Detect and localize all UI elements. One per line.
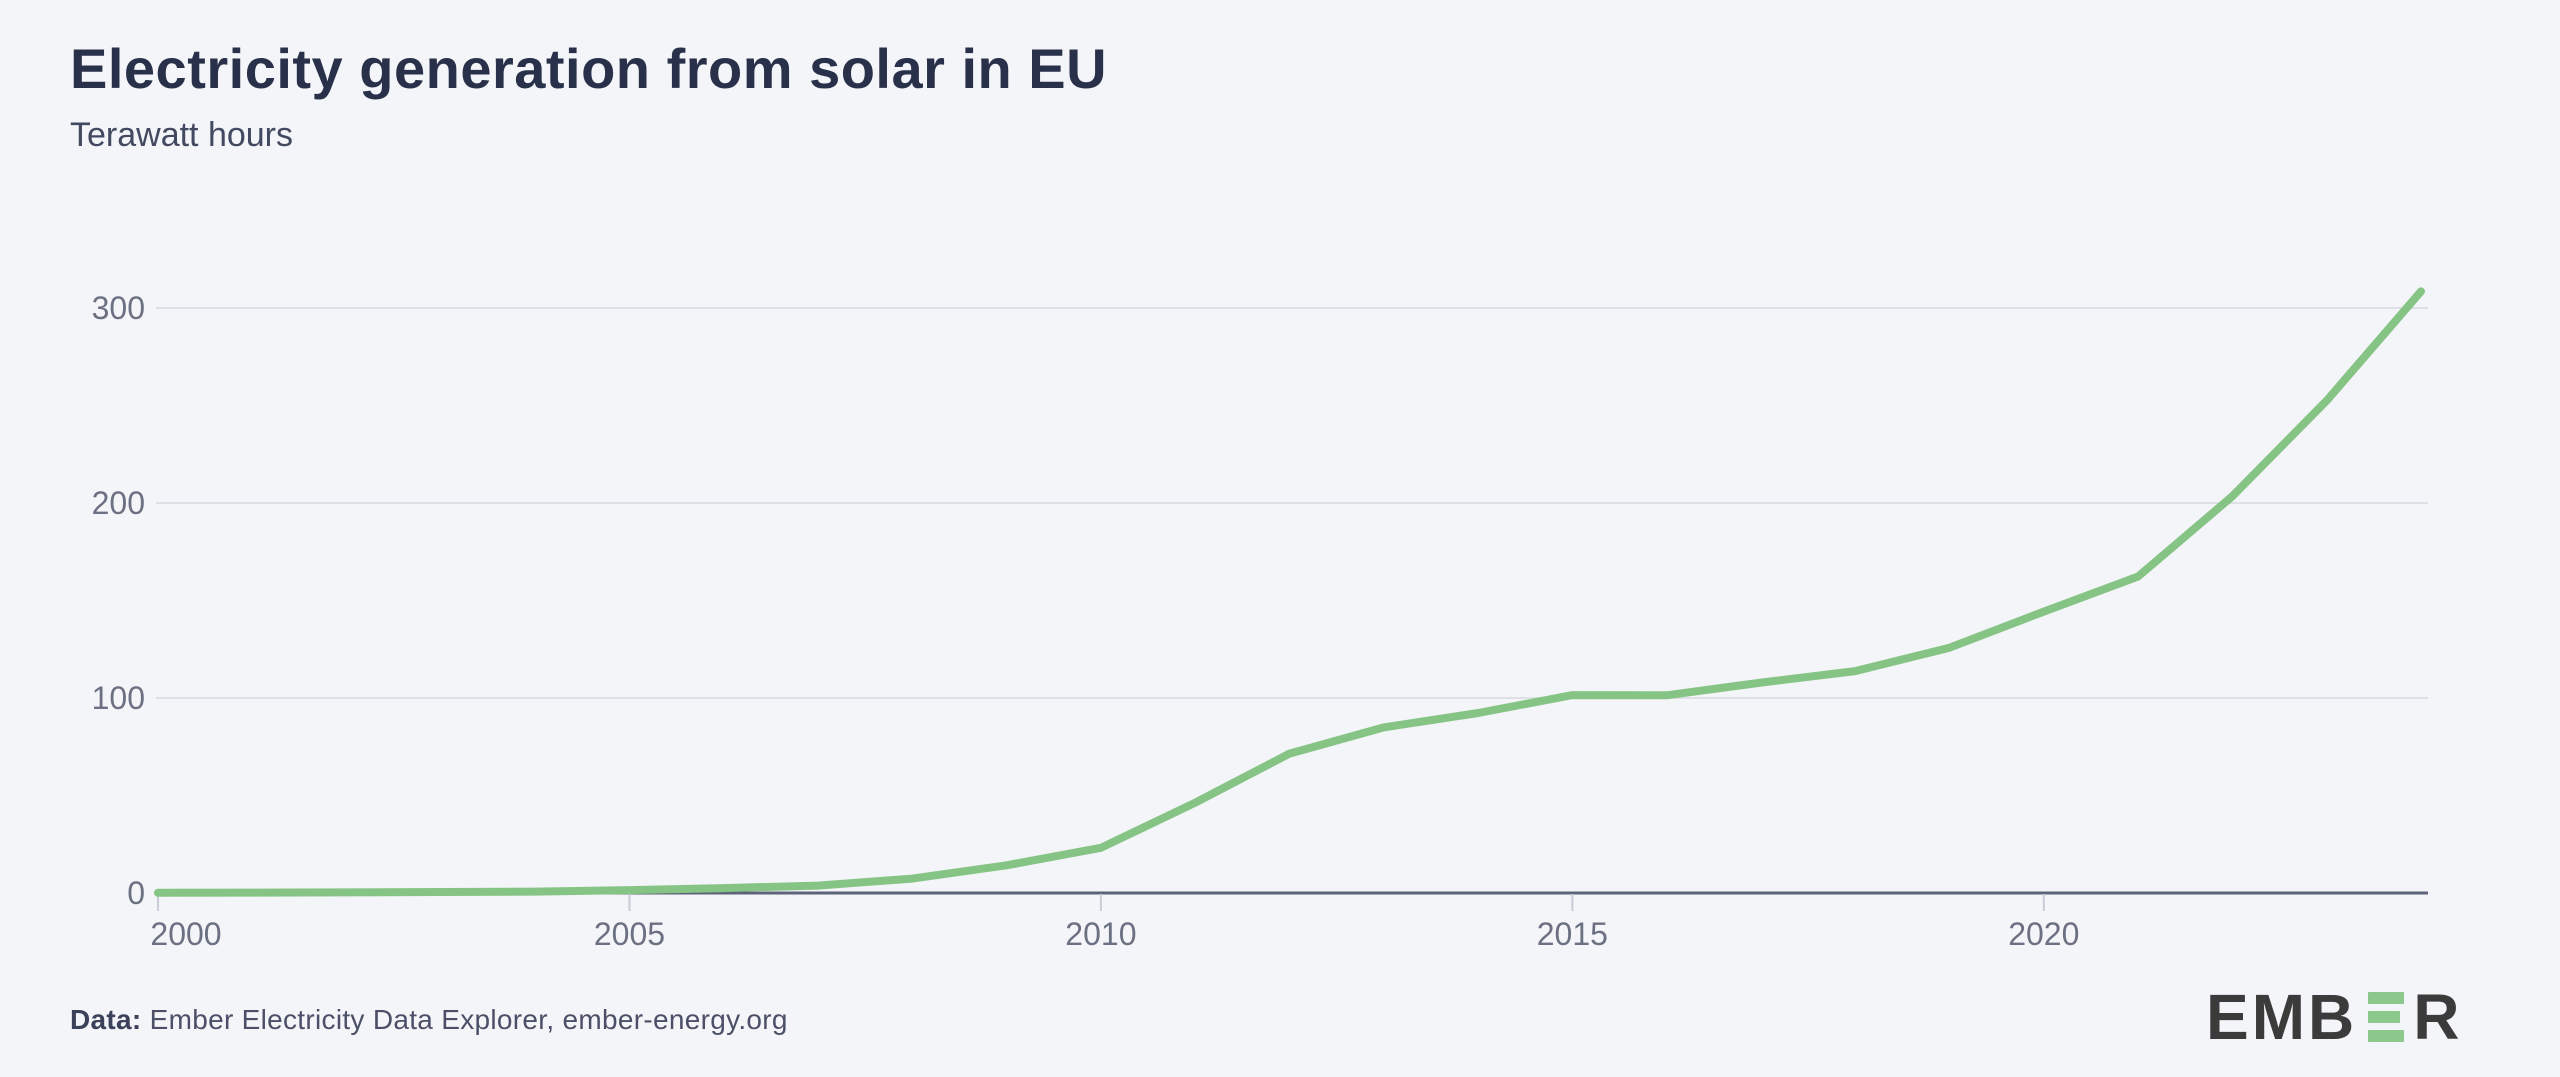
y-axis-label-0: 0 [127, 875, 145, 911]
chart-title: Electricity generation from solar in EU [70, 37, 1108, 100]
source-text: Ember Electricity Data Explorer, ember-e… [141, 1004, 788, 1035]
ember-logo: EMB R [2206, 981, 2463, 1053]
logo-text-emb: EMB [2206, 981, 2358, 1053]
solar-generation-line [154, 287, 2425, 897]
x-axis-label-2020: 2020 [2008, 916, 2079, 952]
source-note: Data: Ember Electricity Data Explorer, e… [70, 1004, 788, 1036]
x-axis-label-2010: 2010 [1065, 916, 1136, 952]
source-label: Data: [70, 1004, 142, 1035]
logo-green-e-icon [2368, 992, 2405, 1042]
y-axis-label-100: 100 [92, 680, 145, 716]
chart-subtitle: Terawatt hours [70, 116, 293, 154]
logo-text-r: R [2413, 981, 2463, 1053]
x-axis-label-2015: 2015 [1537, 916, 1608, 952]
y-axis-label-300: 300 [92, 290, 145, 326]
x-axis-label-2005: 2005 [594, 916, 665, 952]
x-axis-label-2000: 2000 [150, 916, 221, 952]
y-axis-label-200: 200 [92, 485, 145, 521]
